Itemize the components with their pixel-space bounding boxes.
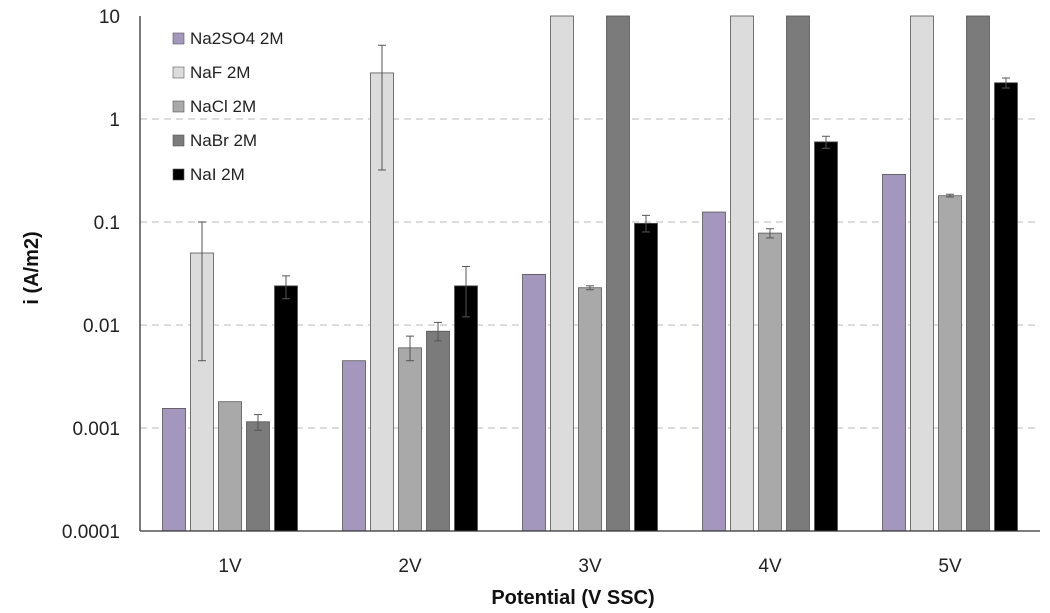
legend: Na2SO4 2M NaF 2M NaCl 2M NaBr 2M NaI 2M xyxy=(172,29,284,184)
bar-nabr-2m-3v xyxy=(606,15,630,532)
bar-na2so4-2m-3v xyxy=(522,273,546,532)
y-tick-label: 0.001 xyxy=(72,419,120,440)
bar-nabr-2m-1v xyxy=(246,421,270,532)
bar-na2so4-2m-1v xyxy=(162,407,186,532)
bar-nai-2m-2v xyxy=(454,285,478,532)
x-tick-label: 2V xyxy=(398,556,422,577)
y-tick-label: 10 xyxy=(99,7,120,28)
bar-na2so4-2m-2v xyxy=(342,360,366,532)
bar-nacl-2m-3v xyxy=(578,287,602,532)
legend-label: NaI 2M xyxy=(190,165,245,184)
x-tick-label: 1V xyxy=(218,556,242,577)
legend-label: NaBr 2M xyxy=(190,131,257,150)
legend-swatch xyxy=(172,66,185,79)
x-tick-label: 4V xyxy=(758,556,782,577)
bar-na2so4-2m-5v xyxy=(882,173,906,532)
bar-nacl-2m-1v xyxy=(218,401,242,532)
bar-nacl-2m-2v xyxy=(398,347,422,532)
bar-nacl-2m-4v xyxy=(758,232,782,532)
bar-na2so4-2m-4v xyxy=(702,211,726,532)
bar-naf-2m-4v xyxy=(730,15,754,532)
y-tick-label: 0.0001 xyxy=(62,522,120,543)
bar-nabr-2m-4v xyxy=(786,15,810,532)
bar-naf-2m-5v xyxy=(910,15,934,532)
bar-nai-2m-4v xyxy=(814,141,838,532)
y-tick-label: 0.01 xyxy=(83,316,120,337)
legend-label: Na2SO4 2M xyxy=(190,29,284,48)
legend-swatch xyxy=(172,100,185,113)
bar-nai-2m-1v xyxy=(274,285,298,532)
legend-label: NaF 2M xyxy=(190,63,250,82)
bars xyxy=(162,15,1018,532)
axes xyxy=(139,16,1040,532)
bar-nabr-2m-5v xyxy=(966,15,990,532)
x-tick-label: 5V xyxy=(938,556,962,577)
legend-label: NaCl 2M xyxy=(190,97,256,116)
y-axis-title: i (A/m2) xyxy=(21,231,43,304)
bar-naf-2m-3v xyxy=(550,15,574,532)
legend-swatch xyxy=(172,134,185,147)
bar-nai-2m-5v xyxy=(994,82,1018,532)
x-axis-title: Potential (V SSC) xyxy=(491,587,654,609)
y-tick-label: 1 xyxy=(109,110,120,131)
legend-swatch xyxy=(172,168,185,181)
legend-swatch xyxy=(172,32,185,45)
x-tick-label: 3V xyxy=(578,556,602,577)
y-tick-label: 0.1 xyxy=(94,213,120,234)
bar-nai-2m-3v xyxy=(634,222,658,532)
tick-labels: 0.0001 0.001 0.01 0.1 1 10 1V 2V 3V 4V 5V xyxy=(62,7,962,577)
bar-nacl-2m-5v xyxy=(938,195,962,532)
bar-nabr-2m-2v xyxy=(426,330,450,532)
